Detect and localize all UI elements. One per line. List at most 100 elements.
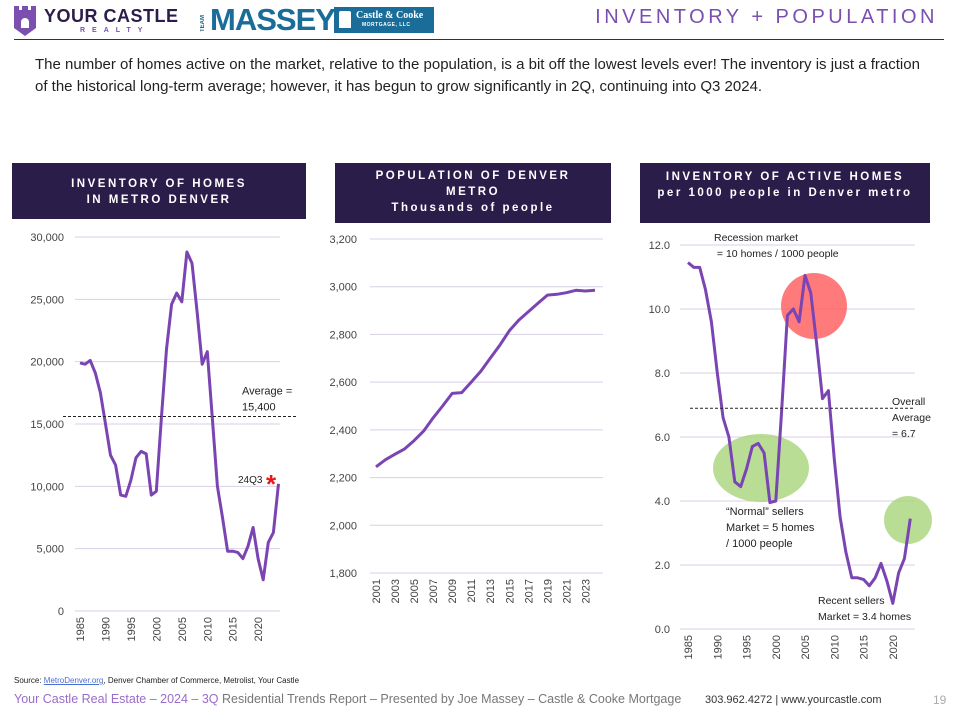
- y-tick-label: 10.0: [649, 304, 670, 316]
- overall-average-label: Average: [892, 412, 931, 424]
- chart2-header: POPULATION OF DENVER METRO Thousands of …: [335, 163, 611, 223]
- footer-rest: Residential Trends Report – Presented by…: [218, 692, 682, 706]
- chart2-title-line: METRO: [445, 186, 501, 198]
- chart1-title-line: INVENTORY OF HOMES: [71, 178, 247, 190]
- x-tick-label: 2005: [177, 617, 189, 641]
- inventory-chart: 0 5,000 10,000 15,000 20,000 25,000 30,000 1985…: [30, 232, 296, 641]
- overall-average-label: = 6.7: [892, 428, 916, 440]
- x-tick-label: 1985: [683, 635, 695, 659]
- average-label: 15,400: [242, 402, 276, 414]
- castle-tower-icon: [14, 6, 36, 36]
- recession-annotation: Recession market: [714, 232, 798, 244]
- chart3-header: INVENTORY OF ACTIVE HOMES per 1000 peopl…: [640, 163, 930, 223]
- x-tick-label: 2023: [580, 579, 592, 603]
- team-massey-logo: TEAM MASSEY Castle & Cooke MORTGAGE, LLC: [200, 2, 434, 37]
- y-tick-label: 2,400: [329, 425, 357, 437]
- y-tick-label: 2,200: [329, 473, 357, 485]
- y-tick-label: 3,000: [329, 282, 357, 294]
- inventory-per-1000-chart: 0.0 2.0 4.0 6.0 8.0 10.0 12.0 1985 1990 1995 2000 2…: [649, 232, 932, 659]
- chart2-title-line: Thousands of people: [391, 202, 555, 214]
- intro-paragraph: The number of homes active on the market…: [35, 56, 920, 95]
- population-chart: 1,800 2,000 2,200 2,400 2,600 2,800 3,000 3,200…: [329, 234, 603, 603]
- y-tick-label: 2,600: [329, 377, 357, 389]
- x-tick-label: 2003: [390, 579, 402, 603]
- average-label: Average =: [242, 386, 292, 398]
- x-tick-label: 2009: [447, 579, 459, 603]
- point-label-24q3: 24Q3: [238, 475, 263, 486]
- team-label: TEAM: [200, 15, 206, 32]
- y-tick-label: 10,000: [30, 481, 64, 493]
- x-tick-label: 2010: [202, 617, 214, 641]
- y-tick-label: 3,200: [329, 234, 357, 246]
- y-tick-label: 2,800: [329, 329, 357, 341]
- chart1-header: INVENTORY OF HOMES IN METRO DENVER: [12, 163, 306, 219]
- footer-text: Your Castle Real Estate – 2024 – 3Q Resi…: [14, 692, 681, 706]
- series-line: [687, 261, 912, 605]
- x-tick-label: 2001: [371, 579, 383, 603]
- badge-sub: MORTGAGE, LLC: [362, 22, 411, 28]
- x-tick-label: 2015: [228, 617, 240, 641]
- x-tick-label: 2015: [859, 635, 871, 659]
- y-tick-label: 15,000: [30, 419, 64, 431]
- x-tick-label: 2013: [485, 579, 497, 603]
- source-prefix: Source:: [14, 676, 44, 685]
- x-tick-label: 1990: [100, 617, 112, 641]
- y-tick-label: 2,000: [329, 520, 357, 532]
- y-tick-label: 25,000: [30, 294, 64, 306]
- metrodenver-link[interactable]: MetroDenver.org: [43, 676, 104, 685]
- x-tick-label: 2017: [523, 579, 535, 603]
- y-tick-label: 0.0: [655, 624, 670, 636]
- overall-average-label: Overall: [892, 396, 925, 408]
- y-tick-label: 12.0: [649, 240, 670, 252]
- y-tick-label: 2.0: [655, 560, 670, 572]
- y-tick-label: 20,000: [30, 357, 64, 369]
- y-tick-label: 6.0: [655, 432, 670, 444]
- badge-name: Castle & Cooke: [356, 10, 424, 21]
- x-tick-label: 2005: [409, 579, 421, 603]
- x-tick-label: 2010: [829, 635, 841, 659]
- footer-accent: Your Castle Real Estate – 2024 – 3Q: [14, 692, 219, 706]
- chart1-title-line: IN METRO DENVER: [86, 194, 232, 206]
- series-line: [79, 250, 280, 582]
- chart2-title-line: POPULATION OF DENVER: [375, 170, 571, 182]
- asterisk-marker: *: [266, 469, 277, 499]
- x-tick-label: 2015: [504, 579, 516, 603]
- y-tick-label: 8.0: [655, 368, 670, 380]
- y-tick-label: 1,800: [329, 568, 357, 580]
- x-tick-label: 2021: [561, 579, 573, 603]
- source-rest: , Denver Chamber of Commerce, Metrolist,…: [103, 676, 300, 685]
- x-tick-label: 2019: [542, 579, 554, 603]
- y-tick-label: 0: [58, 606, 64, 618]
- castle-door-icon: [339, 11, 351, 28]
- y-tick-label: 5,000: [36, 544, 64, 556]
- normal-market-highlight-ellipse: [713, 434, 809, 502]
- x-tick-label: 2007: [428, 579, 440, 603]
- your-castle-logo: YOUR CASTLE REALTY: [8, 4, 178, 36]
- chart3-title-line: per 1000 people in Denver metro: [657, 187, 913, 199]
- y-tick-label: 4.0: [655, 496, 670, 508]
- recent-market-annotation: Market = 3.4 homes: [818, 611, 911, 623]
- x-tick-label: 1990: [712, 635, 724, 659]
- normal-market-annotation: / 1000 people: [726, 538, 793, 550]
- series-line: [375, 288, 596, 469]
- logo-name: YOUR CASTLE: [44, 6, 179, 26]
- x-tick-label: 1995: [126, 617, 138, 641]
- logo-sub: REALTY: [80, 27, 150, 34]
- x-tick-label: 2020: [888, 635, 900, 659]
- recent-market-highlight-circle: [884, 496, 932, 544]
- x-tick-label: 2005: [800, 635, 812, 659]
- source-note: Source: MetroDenver.org, Denver Chamber …: [14, 676, 299, 685]
- normal-market-annotation: Market = 5 homes: [726, 522, 815, 534]
- x-tick-label: 2011: [466, 579, 478, 603]
- recession-highlight-circle: [781, 273, 847, 339]
- x-tick-label: 1985: [75, 617, 87, 641]
- page-number: 19: [933, 693, 947, 707]
- x-tick-label: 2000: [771, 635, 783, 659]
- recession-annotation: = 10 homes / 1000 people: [714, 248, 839, 260]
- recent-market-annotation: Recent sellers: [818, 595, 885, 607]
- x-tick-label: 2020: [253, 617, 265, 641]
- header-divider: [14, 39, 944, 40]
- y-tick-label: 30,000: [30, 232, 64, 244]
- normal-market-annotation: “Normal” sellers: [726, 506, 804, 518]
- contact-info: 303.962.4272 | www.yourcastle.com: [705, 694, 882, 706]
